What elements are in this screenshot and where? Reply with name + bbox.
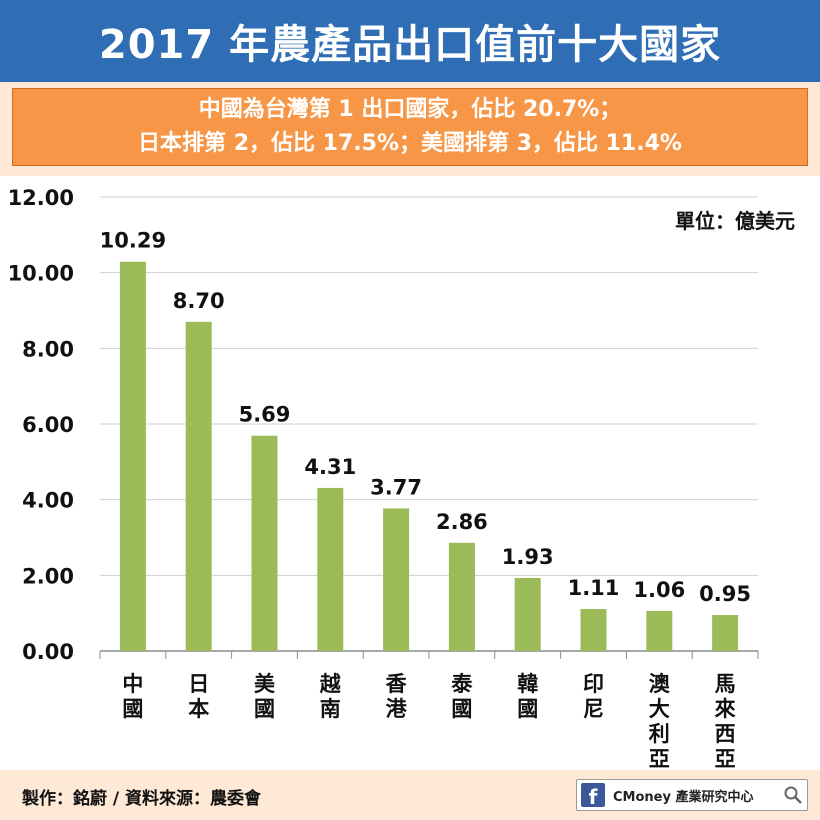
search-icon[interactable] bbox=[783, 785, 803, 805]
x-category-label: 中國 bbox=[122, 672, 143, 721]
bar bbox=[119, 261, 146, 651]
bar bbox=[646, 610, 673, 651]
bar-value-label: 10.29 bbox=[100, 229, 166, 253]
bar-value-label: 4.31 bbox=[304, 455, 356, 479]
y-tick-label: 8.00 bbox=[22, 337, 74, 361]
bar-value-label: 1.06 bbox=[633, 578, 685, 602]
x-category-label: 韓國 bbox=[517, 672, 538, 721]
x-category-label: 香港 bbox=[386, 672, 408, 721]
y-tick-label: 4.00 bbox=[22, 489, 74, 513]
bars bbox=[119, 261, 739, 651]
unit-label: 單位：億美元 bbox=[675, 209, 795, 233]
bar bbox=[251, 435, 278, 651]
subtitle-line-1: 中國為台灣第 1 出口國家，佔比 20.7%； bbox=[198, 97, 622, 122]
x-category-label: 日本 bbox=[188, 672, 209, 721]
chart-title: 2017 年農產品出口值前十大國家 bbox=[98, 22, 722, 68]
y-tick-label: 6.00 bbox=[22, 413, 74, 437]
bar-value-label: 5.69 bbox=[239, 403, 291, 427]
bar bbox=[448, 542, 475, 651]
brand-name: CMoney 產業研究中心 bbox=[613, 789, 754, 805]
x-category-label: 越南 bbox=[319, 672, 342, 721]
bar bbox=[317, 487, 344, 651]
brand-badge[interactable]: f CMoney 產業研究中心 bbox=[576, 779, 808, 811]
bar-value-label: 2.86 bbox=[436, 510, 488, 534]
y-tick-label: 10.00 bbox=[8, 262, 74, 286]
bar-value-label: 8.70 bbox=[173, 289, 225, 313]
bar-chart: 10.29 8.70 5.69 4.31 3.77 2.86 1.93 1.11 1.06 0.9… bbox=[0, 176, 820, 771]
x-category-label: 馬來西亞 bbox=[715, 672, 736, 770]
y-tick-label: 12.00 bbox=[8, 186, 74, 210]
bar bbox=[383, 508, 410, 651]
x-category-label: 澳大利亞 bbox=[649, 672, 671, 770]
bar-value-label: 3.77 bbox=[370, 475, 422, 499]
subtitle-box: 中國為台灣第 1 出口國家，佔比 20.7%； 日本排第 2，佔比 17.5%；… bbox=[12, 88, 808, 166]
bar-value-label: 1.11 bbox=[568, 576, 620, 600]
y-tick-label: 0.00 bbox=[22, 640, 74, 664]
x-category-label: 印尼 bbox=[583, 672, 604, 721]
x-category-label: 美國 bbox=[254, 672, 275, 721]
value-labels: 10.29 8.70 5.69 4.31 3.77 2.86 1.93 1.11 1.06 0.9… bbox=[100, 229, 751, 606]
bar-value-label: 0.95 bbox=[699, 582, 751, 606]
bar bbox=[712, 615, 739, 651]
title-bar: 2017 年農產品出口值前十大國家 bbox=[0, 0, 820, 82]
x-category-label: 泰國 bbox=[450, 672, 473, 721]
chart-area: 10.29 8.70 5.69 4.31 3.77 2.86 1.93 1.11 1.06 0.9… bbox=[0, 176, 820, 771]
subtitle-line-2: 日本排第 2，佔比 17.5%；美國排第 3，佔比 11.4% bbox=[138, 131, 682, 156]
y-axis-ticks: 0.00 2.00 4.00 6.00 8.00 10.00 12.00 bbox=[8, 186, 74, 664]
y-tick-label: 2.00 bbox=[22, 564, 74, 588]
facebook-icon: f bbox=[581, 783, 605, 807]
bar bbox=[185, 321, 212, 651]
bar bbox=[514, 577, 541, 651]
bar-value-label: 1.93 bbox=[502, 545, 554, 569]
footer-credit: 製作：銘蔚 / 資料來源：農委會 bbox=[22, 789, 262, 809]
bar bbox=[580, 609, 607, 651]
